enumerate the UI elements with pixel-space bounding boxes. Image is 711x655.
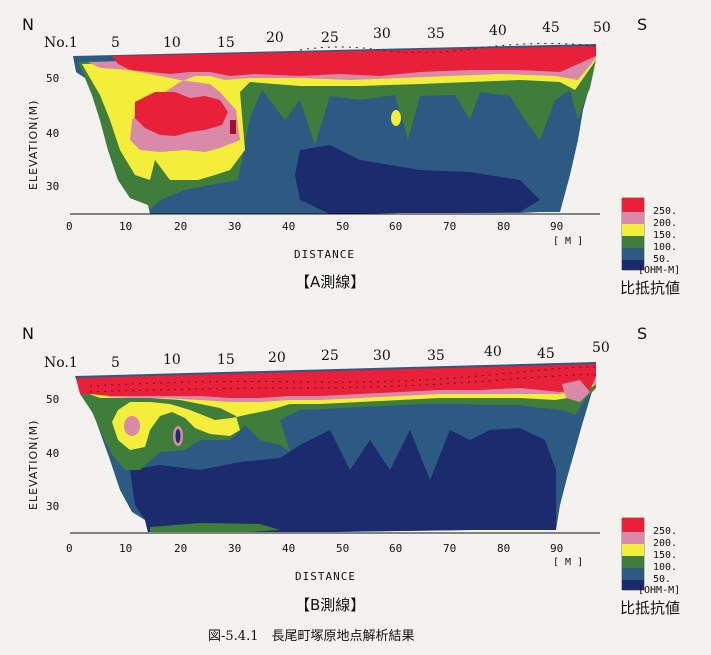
legend-label: 150.	[653, 230, 677, 241]
legend-swatch	[622, 544, 644, 556]
legend-unit: [OHM-M]	[638, 585, 680, 596]
distance-unit: [ M ]	[553, 557, 583, 568]
legend-swatch	[622, 518, 644, 532]
station-label: 20	[266, 30, 284, 46]
station-label: 40	[484, 344, 502, 360]
legend-b: 250. 200. 150. 100. 50. [OHM-M] 比抵抗値	[620, 517, 680, 617]
distance-unit: [ M ]	[553, 236, 583, 247]
distance-tick: 70	[443, 542, 456, 555]
legend-label: 150.	[653, 550, 677, 561]
legend-label: 50.	[653, 254, 671, 265]
panel-a: N S No.1 5 10 15 20 25 30 35 40 45 50 EL…	[22, 15, 647, 291]
distance-tick: 80	[497, 542, 510, 555]
elevation-tick: 50	[46, 72, 59, 85]
resistivity-section-a	[73, 42, 597, 214]
distance-ticks: 0 10 20 30 40 50 60 70 80 90	[66, 220, 563, 233]
legend-swatch	[622, 198, 644, 212]
legend-label: 50.	[653, 574, 671, 585]
legend-title: 比抵抗値	[620, 599, 680, 617]
distance-tick: 40	[282, 542, 295, 555]
legend-label: 100.	[653, 242, 677, 253]
south-label: S	[637, 324, 647, 343]
station-label: 50	[593, 20, 611, 36]
station-label: 5	[111, 355, 120, 371]
station-label: No.1	[44, 35, 78, 51]
station-label: No.1	[44, 355, 78, 371]
distance-tick: 70	[443, 220, 456, 233]
station-label: 45	[537, 346, 555, 362]
station-labels: No.1 5 10 15 20 25 30 35 40 45 50	[44, 340, 610, 371]
legend-label: 100.	[653, 562, 677, 573]
legend-swatch	[622, 556, 644, 568]
elevation-tick: 50	[46, 393, 59, 406]
legend-unit: [OHM-M]	[638, 265, 680, 276]
legend-label: 250.	[653, 526, 677, 537]
legend-title: 比抵抗値	[620, 279, 680, 297]
distance-tick: 60	[389, 542, 402, 555]
distance-tick: 90	[550, 542, 563, 555]
station-label: 35	[427, 26, 445, 42]
station-label: 25	[321, 348, 339, 364]
station-label: 40	[489, 23, 507, 39]
distance-tick: 20	[174, 542, 187, 555]
distance-tick: 10	[119, 542, 132, 555]
distance-tick: 30	[228, 542, 241, 555]
elevation-tick: 30	[46, 500, 59, 513]
distance-tick: 50	[336, 220, 349, 233]
legend-swatch	[622, 248, 644, 260]
north-label: N	[22, 324, 34, 343]
elevation-tick: 30	[46, 180, 59, 193]
legend-swatch	[622, 580, 644, 590]
distance-tick: 80	[497, 220, 510, 233]
distance-tick: 0	[66, 220, 73, 233]
station-labels: No.1 5 10 15 20 25 30 35 40 45 50	[44, 20, 611, 51]
elevation-tick: 40	[46, 447, 59, 460]
station-label: 10	[163, 35, 181, 51]
distance-axis-label: DISTANCE	[294, 248, 355, 261]
legend-label: 200.	[653, 538, 677, 549]
station-label: 30	[373, 26, 391, 42]
elevation-axis-label: ELEVATION(M)	[27, 420, 40, 510]
distance-tick: 20	[174, 220, 187, 233]
station-label: 10	[163, 352, 181, 368]
panel-caption: 【B測線】	[295, 596, 365, 614]
legend-label: 200.	[653, 218, 677, 229]
elevation-axis-label: ELEVATION(M)	[27, 100, 40, 190]
distance-tick: 0	[66, 542, 73, 555]
south-label: S	[637, 15, 647, 34]
station-label: 15	[217, 352, 235, 368]
station-label: 50	[592, 340, 610, 356]
panel-b: N S No.1 5 10 15 20 25 30 35 40 45 50 EL…	[22, 324, 647, 614]
distance-tick: 90	[550, 220, 563, 233]
station-label: 30	[373, 348, 391, 364]
resistivity-section-b	[75, 362, 597, 532]
distance-ticks: 0 10 20 30 40 50 60 70 80 90	[66, 542, 563, 555]
station-label: 25	[321, 30, 339, 46]
figure-caption: 図-5.4.1 長尾町塚原地点解析結果	[208, 629, 414, 644]
distance-tick: 50	[336, 542, 349, 555]
legend-swatch	[622, 236, 644, 248]
legend-swatch	[622, 224, 644, 236]
station-label: 35	[427, 348, 445, 364]
legend-swatch	[622, 568, 644, 580]
north-label: N	[22, 15, 34, 34]
panel-caption: 【A測線】	[295, 273, 365, 291]
station-label: 20	[268, 350, 286, 366]
legend-label: 250.	[653, 206, 677, 217]
station-label: 5	[111, 35, 120, 51]
distance-tick: 60	[389, 220, 402, 233]
distance-tick: 40	[282, 220, 295, 233]
elevation-tick: 40	[46, 127, 59, 140]
distance-tick: 10	[119, 220, 132, 233]
legend-a: 250. 200. 150. 100. 50. [OHM-M] 比抵抗値	[620, 197, 680, 297]
legend-swatch	[622, 212, 644, 224]
distance-axis-label: DISTANCE	[295, 570, 356, 583]
station-label: 15	[217, 35, 235, 51]
legend-swatch	[622, 260, 644, 270]
distance-tick: 30	[228, 220, 241, 233]
legend-swatch	[622, 532, 644, 544]
station-label: 45	[542, 20, 560, 36]
